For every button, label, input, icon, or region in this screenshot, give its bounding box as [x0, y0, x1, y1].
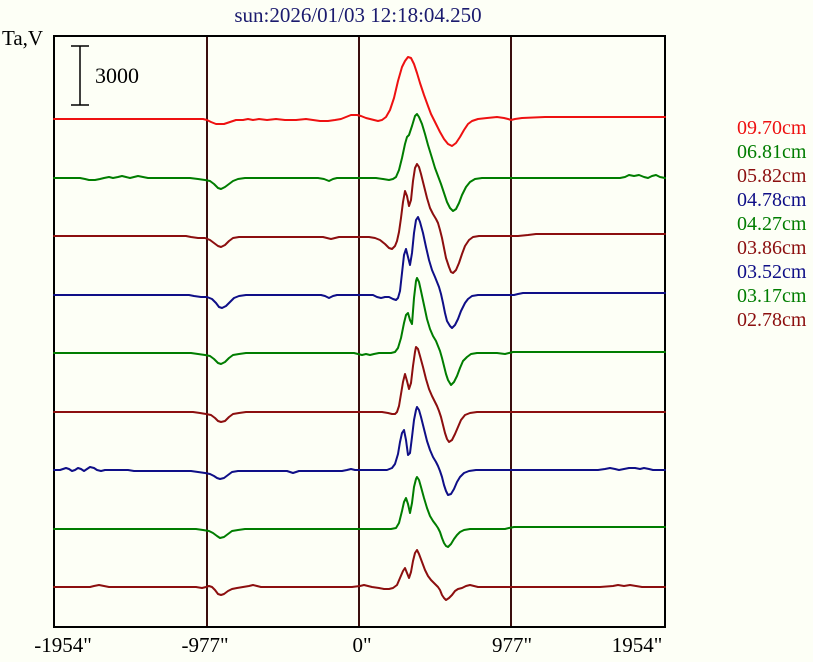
- plot-frame: [53, 35, 666, 628]
- x-tick-label: 977": [491, 633, 533, 657]
- scan-trace-09.70cm: [53, 56, 666, 147]
- chart-title: sun:2026/01/03 12:18:04.250: [234, 3, 482, 27]
- x-tick-label: -1954": [34, 633, 92, 657]
- scan-trace-03.86cm: [53, 346, 666, 443]
- scan-trace-03.17cm: [53, 476, 666, 548]
- scan-trace-04.78cm: [53, 216, 666, 329]
- x-tick-label: -977": [181, 633, 229, 657]
- scalebar-value: 3000: [95, 63, 139, 88]
- scan-trace-05.82cm: [53, 163, 666, 274]
- x-axis-tick-labels: -1954" -977" 0" 977" 1954": [0, 633, 813, 659]
- x-tick-label: 1954": [611, 633, 663, 657]
- scan-trace-02.78cm: [53, 549, 666, 601]
- scan-trace-06.81cm: [53, 113, 666, 212]
- x-tick-label: 0": [352, 633, 372, 657]
- y-axis-label: Ta,V: [2, 26, 44, 50]
- scan-trace-04.27cm: [53, 277, 666, 386]
- scan-trace-03.52cm: [53, 406, 666, 496]
